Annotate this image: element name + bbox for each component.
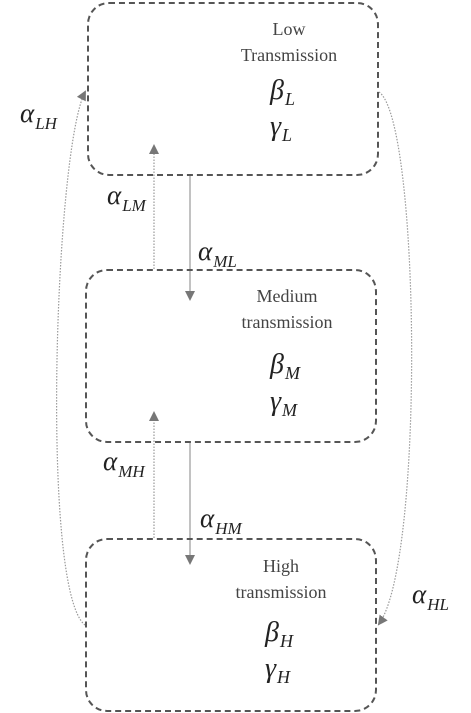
rate-ml-symbol: α [198,236,213,266]
state-medium-title: Medium transmission [199,283,375,335]
rate-label-ml: αML [198,236,237,277]
rate-label-hl: αHL [412,579,449,620]
rate-mh-subscript: MH [118,461,145,481]
state-high-title-line2: transmission [235,582,327,602]
state-high-title-line1: High [263,556,299,576]
gamma-medium-subscript: M [282,400,298,421]
rate-hm-subscript: HM [215,518,242,538]
state-low-transmission: Low Transmission βL γL [87,2,379,176]
gamma-medium: γM [270,387,297,425]
rate-hm-symbol: α [200,503,215,533]
beta-low: βL [270,76,295,114]
rate-lh-subscript: LH [35,113,57,133]
gamma-low-symbol: γ [270,111,282,142]
rate-label-hm: αHM [200,503,242,544]
state-high-title: High transmission [193,553,369,605]
rate-lm-symbol: α [107,180,122,210]
gamma-high: γH [265,654,290,692]
state-high-transmission: High transmission βH γH [85,538,377,712]
beta-medium: βM [270,350,300,388]
rate-lm-subscript: LM [122,195,146,215]
gamma-medium-symbol: γ [270,386,282,417]
beta-low-subscript: L [284,89,295,110]
beta-low-symbol: β [270,75,284,106]
gamma-low-subscript: L [282,125,293,146]
arrow-high-to-low [56,90,86,626]
gamma-high-symbol: γ [265,653,277,684]
gamma-high-subscript: H [277,667,291,688]
state-medium-transmission: Medium transmission βM γM [85,269,377,443]
beta-high-subscript: H [279,631,293,652]
state-medium-title-line1: Medium [256,286,318,306]
rate-ml-subscript: ML [213,251,237,271]
state-low-title-line1: Low [272,19,306,39]
beta-medium-symbol: β [270,349,284,380]
gamma-low: γL [270,112,292,150]
state-medium-title-line2: transmission [241,312,333,332]
beta-high: βH [265,618,293,656]
rate-lh-symbol: α [20,98,35,128]
rate-mh-symbol: α [103,446,118,476]
arrow-low-to-high [377,91,413,626]
rate-hl-symbol: α [412,579,427,609]
state-low-title: Low Transmission [201,16,377,68]
beta-high-symbol: β [265,617,279,648]
rate-label-mh: αMH [103,446,145,487]
state-low-title-line2: Transmission [240,45,338,65]
beta-medium-subscript: M [284,363,300,384]
rate-label-lm: αLM [107,180,146,221]
rate-hl-subscript: HL [427,594,449,614]
rate-label-lh: αLH [20,98,57,139]
